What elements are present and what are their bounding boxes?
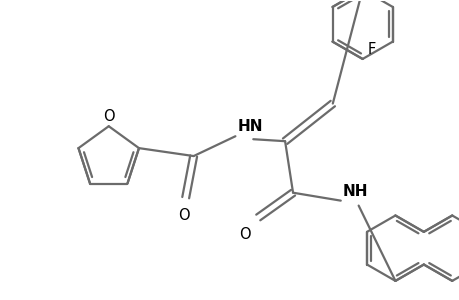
Text: F: F: [367, 42, 375, 57]
Text: NH: NH: [342, 184, 368, 199]
Text: O: O: [178, 208, 189, 223]
Text: O: O: [238, 227, 250, 242]
Text: HN: HN: [237, 119, 262, 134]
Text: O: O: [103, 109, 114, 124]
